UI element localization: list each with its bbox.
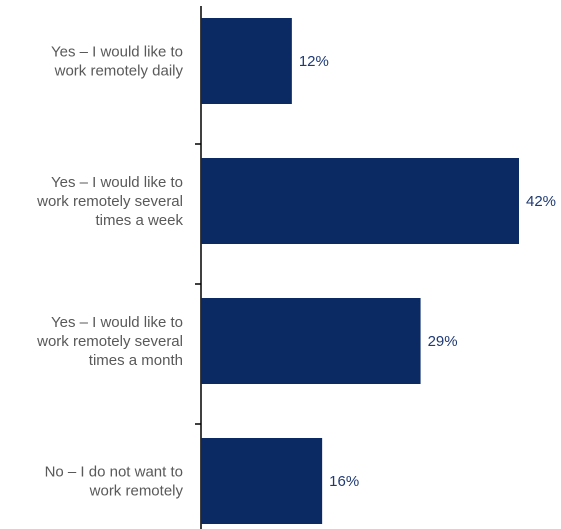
bar	[201, 438, 323, 524]
category-label-line: times a month	[89, 352, 183, 369]
category-label-line: times a week	[95, 212, 183, 229]
category-label-line: work remotely daily	[54, 63, 184, 80]
category-label-line: Yes – I would like to	[51, 314, 183, 331]
category-label: No – I do not want to work remotely	[45, 464, 184, 500]
bar	[201, 298, 421, 384]
data-label: 29%	[428, 333, 458, 350]
category-label: Yes – I would like to work remotely sever…	[36, 174, 183, 229]
y-axis-ticks	[195, 143, 201, 425]
category-label-line: work remotely several	[36, 193, 183, 210]
category-label-line: work remotely	[89, 483, 184, 500]
bar	[201, 158, 519, 244]
category-label: Yes – I would like to work remotely sever…	[36, 314, 183, 369]
bar	[201, 18, 292, 104]
category-label-line: work remotely several	[36, 333, 183, 350]
category-label-line: No – I do not want to	[45, 464, 183, 481]
value-labels: 12% 42% 29% 16%	[299, 53, 556, 490]
data-label: 16%	[329, 473, 359, 490]
data-label: 12%	[299, 53, 329, 70]
bars	[201, 18, 519, 524]
category-labels: Yes – I would like to work remotely daily…	[36, 44, 183, 500]
data-label: 42%	[526, 193, 556, 210]
category-label: Yes – I would like to work remotely daily	[51, 44, 184, 80]
category-label-line: Yes – I would like to	[51, 44, 183, 61]
category-label-line: Yes – I would like to	[51, 174, 183, 191]
